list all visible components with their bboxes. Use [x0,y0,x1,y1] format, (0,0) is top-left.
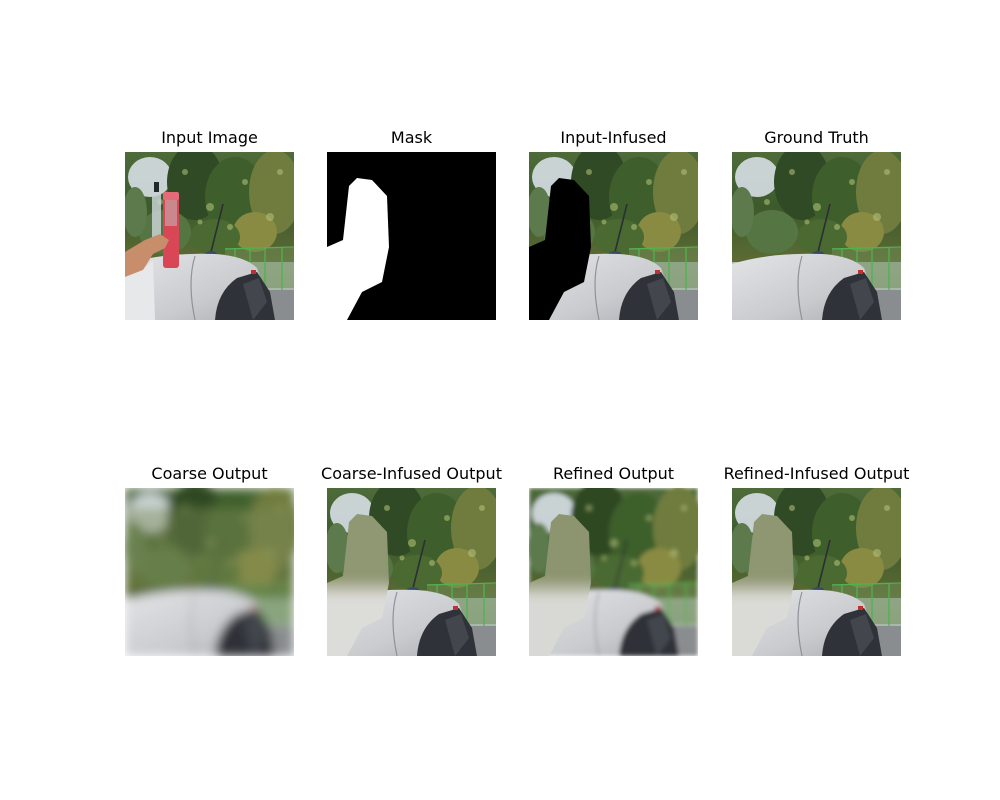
ground-truth-image [732,152,901,320]
panel-title: Coarse Output [151,464,268,483]
refined-infused-output-image [732,488,901,656]
panel-title: Mask [390,128,433,147]
panel-title: Input Image [161,128,258,147]
panel-title: Refined Output [552,464,675,483]
coarse-output-image [125,488,294,656]
coarse-infused-output-image [327,488,496,656]
input-image [125,152,294,320]
panel-title: Ground Truth [764,128,869,147]
panel-title: Refined-Infused Output [723,464,910,483]
panel-title: Input-Infused [560,128,667,147]
mask-image [327,152,496,320]
panel-title: Coarse-Infused Output [321,464,502,483]
refined-output-image [529,488,698,656]
input-infused-image [529,152,698,320]
